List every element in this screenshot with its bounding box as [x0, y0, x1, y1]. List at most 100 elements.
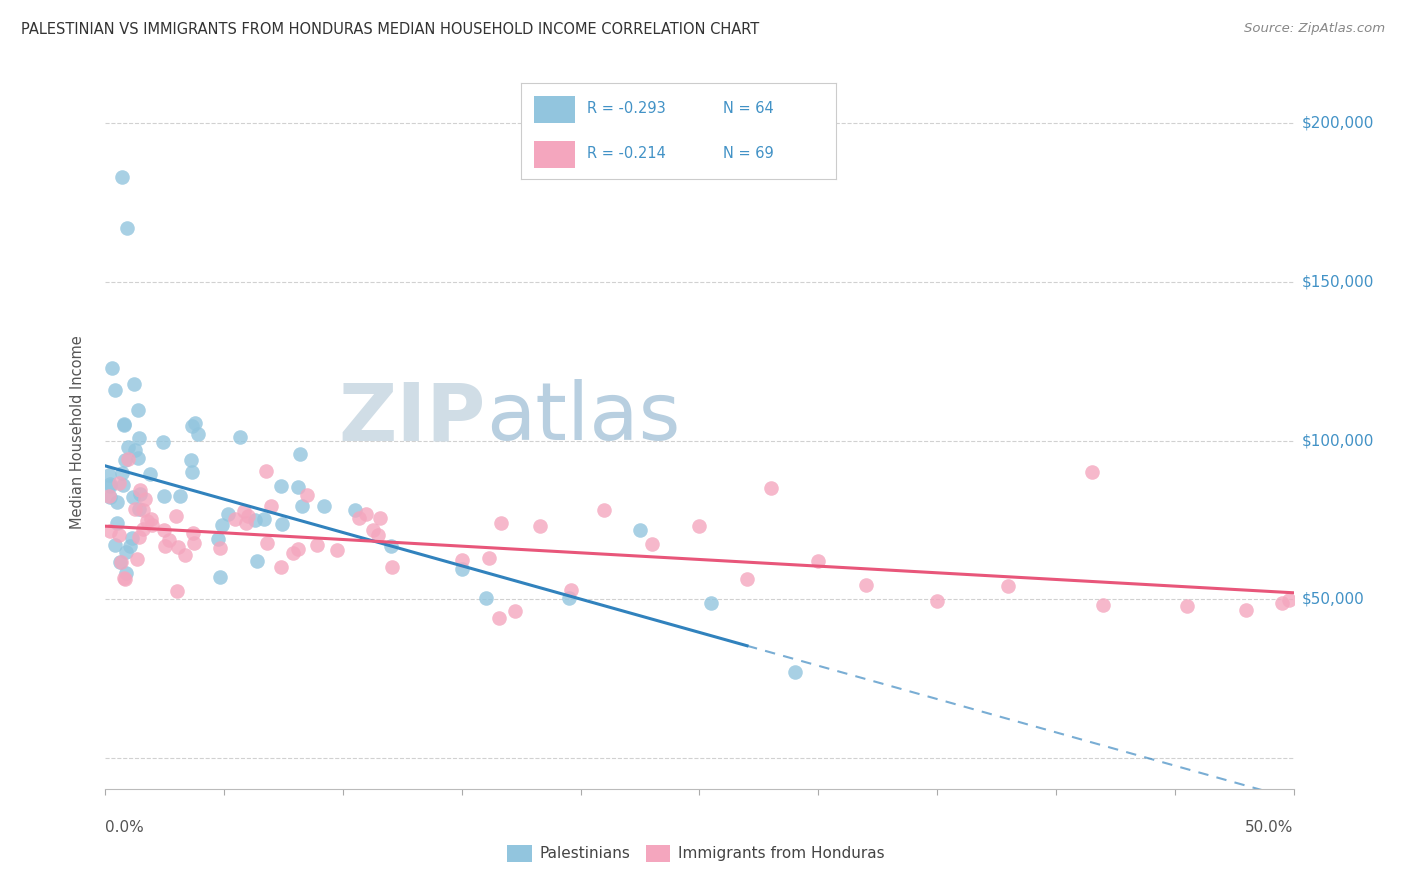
Point	[110, 555, 132, 569]
Point	[112, 571, 135, 585]
Text: 50.0%: 50.0%	[1246, 821, 1294, 835]
Point	[115, 221, 138, 235]
Point	[98, 477, 121, 491]
Point	[628, 523, 651, 537]
Point	[236, 509, 259, 524]
Point	[98, 479, 121, 493]
Point	[1271, 596, 1294, 610]
Point	[132, 503, 155, 517]
Point	[560, 582, 582, 597]
Text: ZIP: ZIP	[339, 379, 485, 458]
Point	[235, 516, 257, 530]
Point	[1175, 599, 1198, 613]
Point	[209, 541, 232, 555]
Point	[997, 578, 1019, 592]
Point	[128, 431, 150, 445]
Point	[356, 508, 378, 522]
Point	[287, 541, 309, 556]
Point	[558, 591, 581, 605]
Point	[326, 542, 349, 557]
Point	[173, 548, 195, 562]
Point	[114, 572, 136, 586]
Point	[224, 512, 246, 526]
Point	[370, 511, 392, 525]
Point	[529, 519, 551, 533]
Point	[139, 467, 162, 481]
Point	[349, 510, 371, 524]
Text: Source: ZipAtlas.com: Source: ZipAtlas.com	[1244, 22, 1385, 36]
Point	[181, 465, 204, 479]
Point	[295, 488, 318, 502]
Point	[451, 553, 474, 567]
Point	[108, 475, 131, 490]
Point	[104, 538, 127, 552]
Point	[183, 536, 205, 550]
Point	[114, 417, 136, 432]
Point	[593, 502, 616, 516]
Point	[117, 440, 139, 454]
Point	[117, 452, 139, 467]
Point	[114, 566, 136, 581]
Point	[343, 503, 366, 517]
Point	[124, 443, 146, 458]
Point	[305, 538, 328, 552]
Point	[114, 452, 136, 467]
Point	[254, 464, 277, 478]
Point	[104, 383, 127, 397]
Point	[211, 517, 233, 532]
Text: atlas: atlas	[485, 379, 681, 458]
Point	[925, 594, 948, 608]
Point	[115, 545, 138, 559]
Point	[128, 530, 150, 544]
Point	[166, 584, 188, 599]
Point	[127, 451, 149, 466]
Point	[153, 539, 176, 553]
Point	[122, 376, 145, 391]
Point	[233, 504, 256, 518]
Point	[288, 447, 311, 461]
Point	[312, 500, 335, 514]
Point	[111, 466, 134, 480]
Point	[474, 591, 496, 606]
Point	[1092, 599, 1115, 613]
Point	[1080, 465, 1102, 479]
Point	[105, 495, 128, 509]
Point	[759, 481, 782, 495]
Text: $200,000: $200,000	[1302, 116, 1374, 131]
Point	[121, 490, 143, 504]
Point	[187, 427, 209, 442]
Point	[157, 533, 180, 548]
Point	[291, 499, 314, 513]
Point	[165, 508, 187, 523]
Point	[243, 513, 266, 527]
Point	[127, 403, 149, 417]
Point	[129, 483, 152, 498]
Text: PALESTINIAN VS IMMIGRANTS FROM HONDURAS MEDIAN HOUSEHOLD INCOME CORRELATION CHAR: PALESTINIAN VS IMMIGRANTS FROM HONDURAS …	[21, 22, 759, 37]
Point	[100, 524, 122, 538]
Point	[281, 546, 304, 560]
Point	[141, 511, 163, 525]
Point	[114, 417, 136, 431]
Point	[478, 550, 501, 565]
Y-axis label: Median Household Income: Median Household Income	[70, 335, 84, 530]
Point	[124, 501, 146, 516]
Point	[855, 578, 877, 592]
Text: $50,000: $50,000	[1302, 591, 1365, 607]
Point	[700, 596, 723, 610]
Point	[181, 419, 204, 434]
Point	[167, 540, 190, 554]
Point	[110, 555, 132, 569]
Point	[783, 665, 806, 679]
Point	[141, 517, 163, 532]
Point	[153, 489, 176, 503]
Text: $150,000: $150,000	[1302, 275, 1374, 290]
Point	[135, 514, 157, 528]
Point	[120, 539, 142, 553]
Text: $100,000: $100,000	[1302, 433, 1374, 448]
Point	[246, 554, 269, 568]
Point	[153, 523, 176, 537]
Point	[207, 532, 229, 546]
Point	[134, 492, 156, 507]
Point	[111, 170, 134, 185]
Point	[98, 490, 121, 504]
